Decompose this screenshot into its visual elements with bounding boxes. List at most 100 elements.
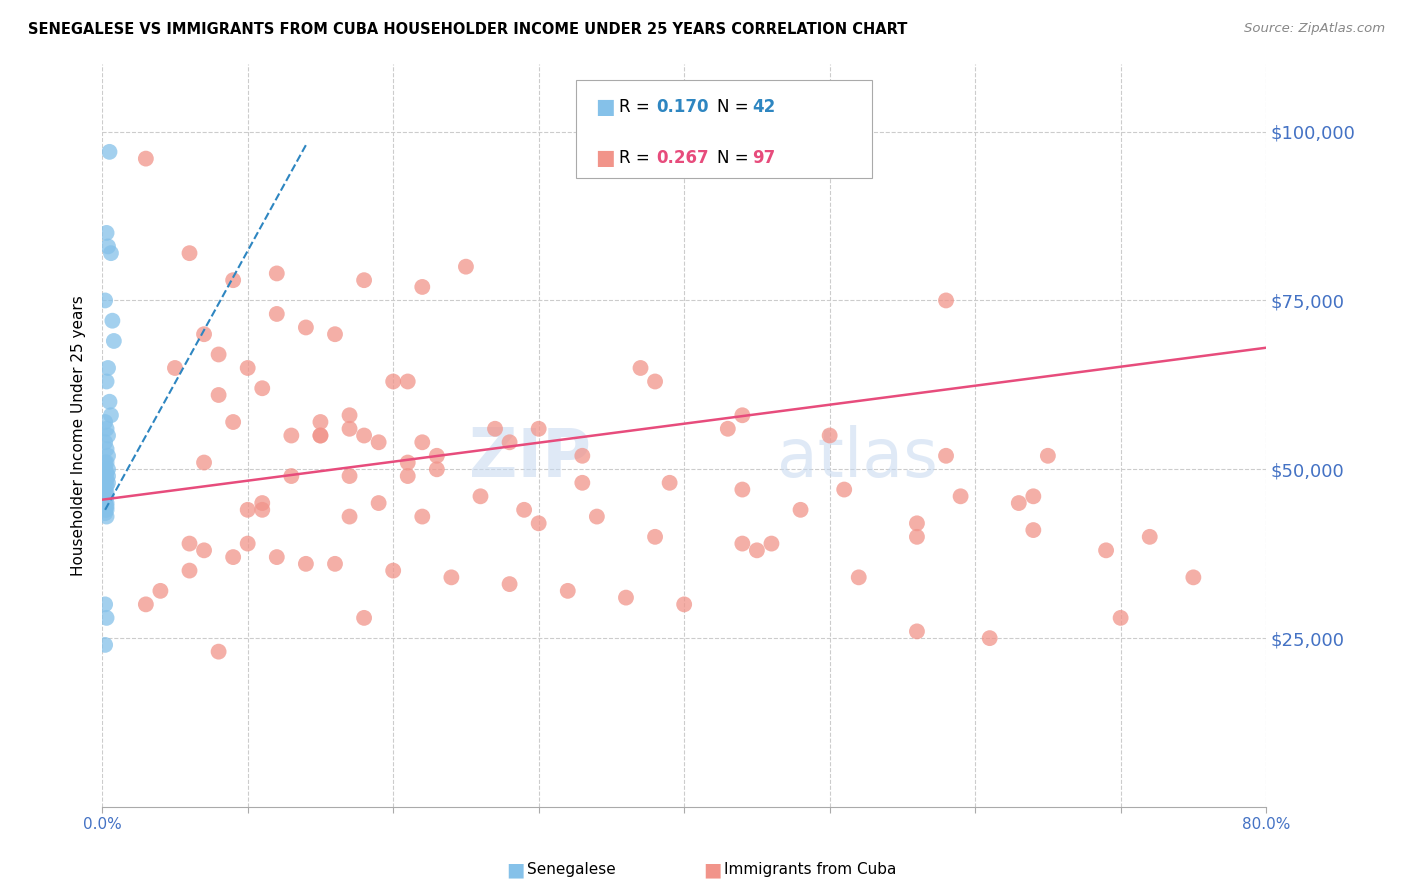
Point xyxy=(94,638,117,652)
Point xyxy=(1182,570,1205,584)
Point xyxy=(411,280,433,294)
Text: Source: ZipAtlas.com: Source: ZipAtlas.com xyxy=(1244,22,1385,36)
Text: ■: ■ xyxy=(595,148,614,168)
Point xyxy=(731,409,754,423)
Point xyxy=(396,375,419,389)
Point xyxy=(440,570,463,584)
Point xyxy=(100,246,122,260)
Point xyxy=(295,557,318,571)
Point xyxy=(94,469,117,483)
Text: 0.170: 0.170 xyxy=(657,98,709,116)
Point xyxy=(571,475,593,490)
Point xyxy=(1095,543,1118,558)
Point xyxy=(135,598,157,612)
Point xyxy=(96,509,118,524)
Text: N =: N = xyxy=(717,98,754,116)
Point xyxy=(295,320,318,334)
Point xyxy=(236,503,259,517)
Point xyxy=(252,381,274,395)
Point xyxy=(97,462,120,476)
Point xyxy=(513,503,536,517)
Point xyxy=(353,428,375,442)
Point xyxy=(252,496,274,510)
Point xyxy=(848,570,870,584)
Point xyxy=(94,496,117,510)
Point xyxy=(96,496,118,510)
Point xyxy=(96,503,118,517)
Point xyxy=(100,409,122,423)
Point xyxy=(222,550,245,565)
Point xyxy=(193,456,215,470)
Point xyxy=(382,375,405,389)
Point xyxy=(818,428,841,442)
Point xyxy=(323,327,346,342)
Point xyxy=(207,347,229,361)
Point xyxy=(367,496,389,510)
Point xyxy=(411,435,433,450)
Point xyxy=(97,475,120,490)
Point xyxy=(905,624,928,639)
Point xyxy=(94,456,117,470)
Point xyxy=(717,422,740,436)
Text: N =: N = xyxy=(717,149,754,167)
Point xyxy=(94,483,117,497)
Point xyxy=(630,361,652,376)
Point xyxy=(353,611,375,625)
Point xyxy=(94,435,117,450)
Point xyxy=(94,475,117,490)
Point xyxy=(1022,523,1045,537)
Point xyxy=(309,428,332,442)
Text: ZIP: ZIP xyxy=(470,425,591,491)
Point xyxy=(94,598,117,612)
Point xyxy=(280,428,302,442)
Point xyxy=(97,428,120,442)
Point xyxy=(731,536,754,550)
Point xyxy=(498,577,520,591)
Point xyxy=(97,239,120,253)
Point xyxy=(236,361,259,376)
Point xyxy=(94,462,117,476)
Point xyxy=(1109,611,1132,625)
Point xyxy=(266,267,288,281)
Point xyxy=(266,550,288,565)
Point xyxy=(97,361,120,376)
Point xyxy=(94,293,117,308)
Point xyxy=(339,409,361,423)
Point xyxy=(979,631,1001,645)
Point xyxy=(557,583,579,598)
Point xyxy=(309,415,332,429)
Point xyxy=(644,530,666,544)
Point xyxy=(367,435,389,450)
Point xyxy=(280,469,302,483)
Point xyxy=(96,611,118,625)
Point xyxy=(135,152,157,166)
Point xyxy=(614,591,637,605)
Point xyxy=(94,492,117,507)
Point xyxy=(96,375,118,389)
Point xyxy=(94,506,117,520)
Point xyxy=(207,388,229,402)
Point xyxy=(97,469,120,483)
Text: R =: R = xyxy=(619,98,655,116)
Point xyxy=(789,503,811,517)
Point xyxy=(96,466,118,480)
Point xyxy=(527,422,550,436)
Point xyxy=(323,557,346,571)
Point xyxy=(222,273,245,287)
Text: 42: 42 xyxy=(752,98,776,116)
Point xyxy=(745,543,768,558)
Point xyxy=(101,314,124,328)
Point xyxy=(96,486,118,500)
Point xyxy=(673,598,696,612)
Point xyxy=(905,516,928,531)
Point xyxy=(1139,530,1161,544)
Point xyxy=(309,428,332,442)
Point xyxy=(935,293,957,308)
Point xyxy=(658,475,681,490)
Point xyxy=(193,543,215,558)
Text: Senegalese: Senegalese xyxy=(527,863,616,877)
Point xyxy=(832,483,855,497)
Point xyxy=(163,361,186,376)
Point xyxy=(149,583,172,598)
Text: 0.267: 0.267 xyxy=(657,149,709,167)
